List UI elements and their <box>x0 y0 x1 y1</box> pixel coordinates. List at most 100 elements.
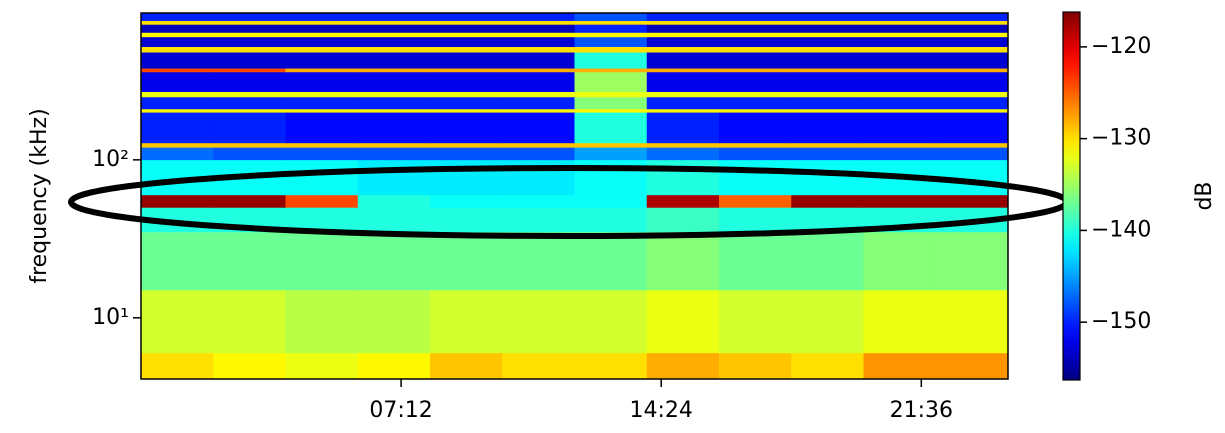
heatmap-cell <box>430 194 503 208</box>
heatmap-cell <box>719 32 792 38</box>
heatmap-cell <box>863 20 937 25</box>
heatmap-cell <box>646 194 720 208</box>
heatmap-cell <box>646 68 720 73</box>
heatmap-cell <box>502 207 575 233</box>
heatmap-cell <box>719 159 792 196</box>
heatmap-cell <box>357 71 431 92</box>
heatmap-cell <box>863 352 937 380</box>
heatmap-cell <box>213 142 286 148</box>
heatmap-cell <box>502 68 575 73</box>
heatmap-cell <box>574 13 648 21</box>
heatmap-cell <box>357 32 431 38</box>
heatmap-cell <box>863 46 937 53</box>
heatmap-cell <box>646 159 720 196</box>
heatmap-cell <box>141 108 214 113</box>
heatmap-cell <box>357 36 431 48</box>
heatmap-cell <box>646 36 720 48</box>
heatmap-cell <box>502 32 575 38</box>
colorbar-tick-label: −130 <box>1091 126 1151 151</box>
heatmap-cell <box>719 91 792 98</box>
heatmap-cell <box>863 52 937 69</box>
x-tick-label: 07:12 <box>369 398 432 423</box>
heatmap-cell <box>430 32 503 38</box>
heatmap-cell <box>285 52 359 69</box>
heatmap-cell <box>719 71 792 92</box>
y-tick-label: 10¹ <box>92 305 129 330</box>
heatmap-cell <box>213 36 286 48</box>
heatmap-cell <box>935 13 1009 21</box>
heatmap-cell <box>863 290 937 354</box>
heatmap-cell <box>285 159 359 196</box>
heatmap-cell <box>285 36 359 48</box>
heatmap-cell <box>141 142 214 148</box>
heatmap-cell <box>141 352 214 380</box>
heatmap-cell <box>863 194 937 208</box>
heatmap-cell <box>285 194 359 208</box>
heatmap-cell <box>719 142 792 148</box>
heatmap-cell <box>863 36 937 48</box>
heatmap-cell <box>863 112 937 144</box>
heatmap-cell <box>502 13 575 21</box>
heatmap-cell <box>502 52 575 69</box>
heatmap-cell <box>430 290 503 354</box>
heatmap-cell <box>646 290 720 354</box>
heatmap-cell <box>141 194 214 208</box>
heatmap-cell <box>791 159 864 196</box>
heatmap-cell <box>213 52 286 69</box>
heatmap-cell <box>141 46 214 53</box>
heatmap-cell <box>863 91 937 98</box>
heatmap-cell <box>719 112 792 144</box>
heatmap-cell <box>285 352 359 380</box>
heatmap-cell <box>357 290 431 354</box>
heatmap-cell <box>791 91 864 98</box>
heatmap-cell <box>646 231 720 291</box>
heatmap-cell <box>791 290 864 354</box>
heatmap-cell <box>502 20 575 25</box>
heatmap-cell <box>791 112 864 144</box>
heatmap-cell <box>791 352 864 380</box>
heatmap-cell <box>719 46 792 53</box>
heatmap-cell <box>430 20 503 25</box>
heatmap-cell <box>213 32 286 38</box>
heatmap-cell <box>935 108 1009 113</box>
heatmap-cell <box>357 159 431 196</box>
heatmap-cell <box>502 91 575 98</box>
heatmap-cell <box>357 207 431 233</box>
heatmap-cell <box>935 46 1009 53</box>
heatmap-cell <box>357 91 431 98</box>
heatmap-cell <box>357 24 431 33</box>
colorbar-tick-label: −120 <box>1091 34 1151 59</box>
heatmap-cell <box>430 24 503 33</box>
heatmap-cell <box>935 194 1009 208</box>
heatmap-cell <box>574 194 648 208</box>
heatmap-cell <box>141 68 214 73</box>
heatmap-cell <box>357 231 431 291</box>
heatmap-cell <box>285 112 359 144</box>
y-axis-label: frequency (kHz) <box>27 108 52 283</box>
heatmap-cell <box>213 147 286 161</box>
heatmap-cell <box>719 231 792 291</box>
heatmap-cell <box>719 194 792 208</box>
heatmap-cell <box>430 71 503 92</box>
heatmap-cell <box>574 290 648 354</box>
heatmap-cell <box>646 96 720 110</box>
heatmap-cell <box>285 142 359 148</box>
heatmap-cell <box>646 13 720 21</box>
heatmap-cell <box>791 20 864 25</box>
heatmap-cell <box>574 142 648 148</box>
heatmap-cell <box>863 108 937 113</box>
heatmap-cell <box>574 68 648 73</box>
x-tick-label: 14:24 <box>629 398 692 423</box>
heatmap-cell <box>646 207 720 233</box>
heatmap-cell <box>863 68 937 73</box>
heatmap-cell <box>791 32 864 38</box>
heatmap-cell <box>213 13 286 21</box>
heatmap-cell <box>791 96 864 110</box>
heatmap-cell <box>430 91 503 98</box>
heatmap-cell <box>213 352 286 380</box>
heatmap-cell <box>719 24 792 33</box>
heatmap-cell <box>719 20 792 25</box>
heatmap-cell <box>646 91 720 98</box>
heatmap-cell <box>430 231 503 291</box>
heatmap-cell <box>357 142 431 148</box>
